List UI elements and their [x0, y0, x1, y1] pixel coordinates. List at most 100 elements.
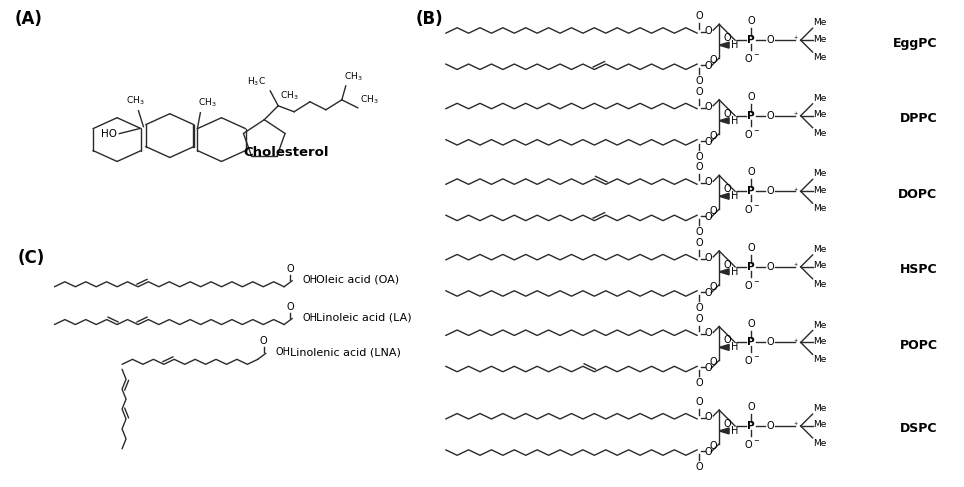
- Text: O: O: [705, 412, 712, 422]
- Text: P: P: [747, 337, 755, 347]
- Polygon shape: [719, 428, 729, 434]
- Text: O: O: [747, 16, 755, 26]
- Text: O: O: [695, 76, 703, 86]
- Polygon shape: [719, 269, 729, 275]
- Text: O: O: [705, 102, 712, 112]
- Text: O: O: [705, 61, 712, 71]
- Text: Me: Me: [814, 186, 827, 195]
- Text: H: H: [731, 116, 738, 126]
- Text: O$^-$: O$^-$: [744, 128, 760, 140]
- Text: O: O: [710, 206, 717, 216]
- Text: O: O: [695, 302, 703, 313]
- Text: Me: Me: [814, 35, 827, 44]
- Text: $^+$: $^+$: [792, 422, 799, 428]
- Text: CH$_3$: CH$_3$: [344, 71, 362, 83]
- Text: $^+$: $^+$: [792, 36, 799, 42]
- Text: H$_3$C: H$_3$C: [248, 75, 266, 88]
- Text: Me: Me: [814, 129, 827, 138]
- Text: O: O: [747, 243, 755, 253]
- Text: O: O: [723, 109, 731, 119]
- Text: O: O: [710, 357, 717, 367]
- Text: O: O: [705, 136, 712, 147]
- Text: Linoleic acid (LA): Linoleic acid (LA): [316, 313, 412, 322]
- Text: O: O: [767, 337, 774, 347]
- Text: O: O: [747, 318, 755, 329]
- Text: Me: Me: [814, 169, 827, 178]
- Text: O: O: [695, 87, 703, 97]
- Text: $^+$: $^+$: [792, 263, 799, 269]
- Text: O: O: [705, 288, 712, 298]
- Text: O: O: [695, 151, 703, 162]
- Text: Me: Me: [814, 204, 827, 213]
- Text: HSPC: HSPC: [899, 263, 937, 276]
- Text: Me: Me: [814, 94, 827, 103]
- Text: O: O: [695, 11, 703, 21]
- Text: CH$_3$: CH$_3$: [360, 94, 378, 106]
- Text: $^+$: $^+$: [792, 187, 799, 193]
- Text: O: O: [695, 397, 703, 407]
- Text: O: O: [767, 421, 774, 431]
- Text: O: O: [767, 111, 774, 121]
- Text: P: P: [747, 421, 755, 431]
- Text: O: O: [695, 462, 703, 472]
- Text: O: O: [705, 253, 712, 263]
- Text: OH: OH: [302, 313, 317, 322]
- Text: O: O: [705, 329, 712, 338]
- Text: O: O: [705, 212, 712, 222]
- Text: Cholesterol: Cholesterol: [243, 146, 329, 159]
- Text: O: O: [705, 447, 712, 457]
- Text: Me: Me: [814, 356, 827, 364]
- Polygon shape: [719, 193, 729, 199]
- Text: H: H: [731, 426, 738, 436]
- Text: O: O: [723, 184, 731, 194]
- Text: O: O: [767, 35, 774, 45]
- Text: CH$_3$: CH$_3$: [281, 89, 299, 102]
- Text: Me: Me: [814, 439, 827, 448]
- Text: Oleic acid (OA): Oleic acid (OA): [316, 275, 399, 285]
- Text: Me: Me: [814, 18, 827, 27]
- Text: O: O: [710, 55, 717, 65]
- Text: O$^-$: O$^-$: [744, 203, 760, 215]
- Text: EggPC: EggPC: [893, 37, 937, 50]
- Text: Me: Me: [814, 110, 827, 119]
- Text: O: O: [695, 378, 703, 388]
- Text: O: O: [705, 177, 712, 187]
- Text: POPC: POPC: [899, 339, 937, 352]
- Text: Me: Me: [814, 420, 827, 430]
- Text: Me: Me: [814, 245, 827, 254]
- Text: P: P: [747, 187, 755, 196]
- Text: O: O: [767, 262, 774, 272]
- Text: O: O: [723, 336, 731, 345]
- Text: O: O: [747, 92, 755, 102]
- Text: (A): (A): [14, 10, 42, 28]
- Text: DSPC: DSPC: [899, 422, 937, 435]
- Text: P: P: [747, 262, 755, 272]
- Text: (C): (C): [17, 249, 45, 267]
- Text: O: O: [695, 314, 703, 323]
- Polygon shape: [719, 42, 729, 48]
- Text: CH$_3$: CH$_3$: [126, 94, 145, 107]
- Text: Me: Me: [814, 280, 827, 289]
- Text: O: O: [710, 131, 717, 141]
- Text: H: H: [731, 191, 738, 201]
- Text: CH$_3$: CH$_3$: [199, 96, 217, 109]
- Text: O: O: [723, 260, 731, 270]
- Text: O: O: [286, 301, 294, 312]
- Text: Me: Me: [814, 404, 827, 413]
- Text: $^+$: $^+$: [792, 338, 799, 344]
- Text: P: P: [747, 111, 755, 121]
- Text: O$^-$: O$^-$: [744, 52, 760, 64]
- Text: OH: OH: [276, 347, 291, 357]
- Text: Me: Me: [814, 53, 827, 62]
- Text: O: O: [695, 227, 703, 237]
- Text: O: O: [695, 162, 703, 172]
- Text: O: O: [710, 282, 717, 292]
- Text: Me: Me: [814, 262, 827, 270]
- Text: O: O: [723, 419, 731, 429]
- Text: O$^-$: O$^-$: [744, 438, 760, 450]
- Text: O$^-$: O$^-$: [744, 355, 760, 366]
- Text: O$^-$: O$^-$: [744, 279, 760, 291]
- Text: $^+$: $^+$: [792, 112, 799, 118]
- Text: O: O: [286, 264, 294, 274]
- Text: O: O: [747, 402, 755, 412]
